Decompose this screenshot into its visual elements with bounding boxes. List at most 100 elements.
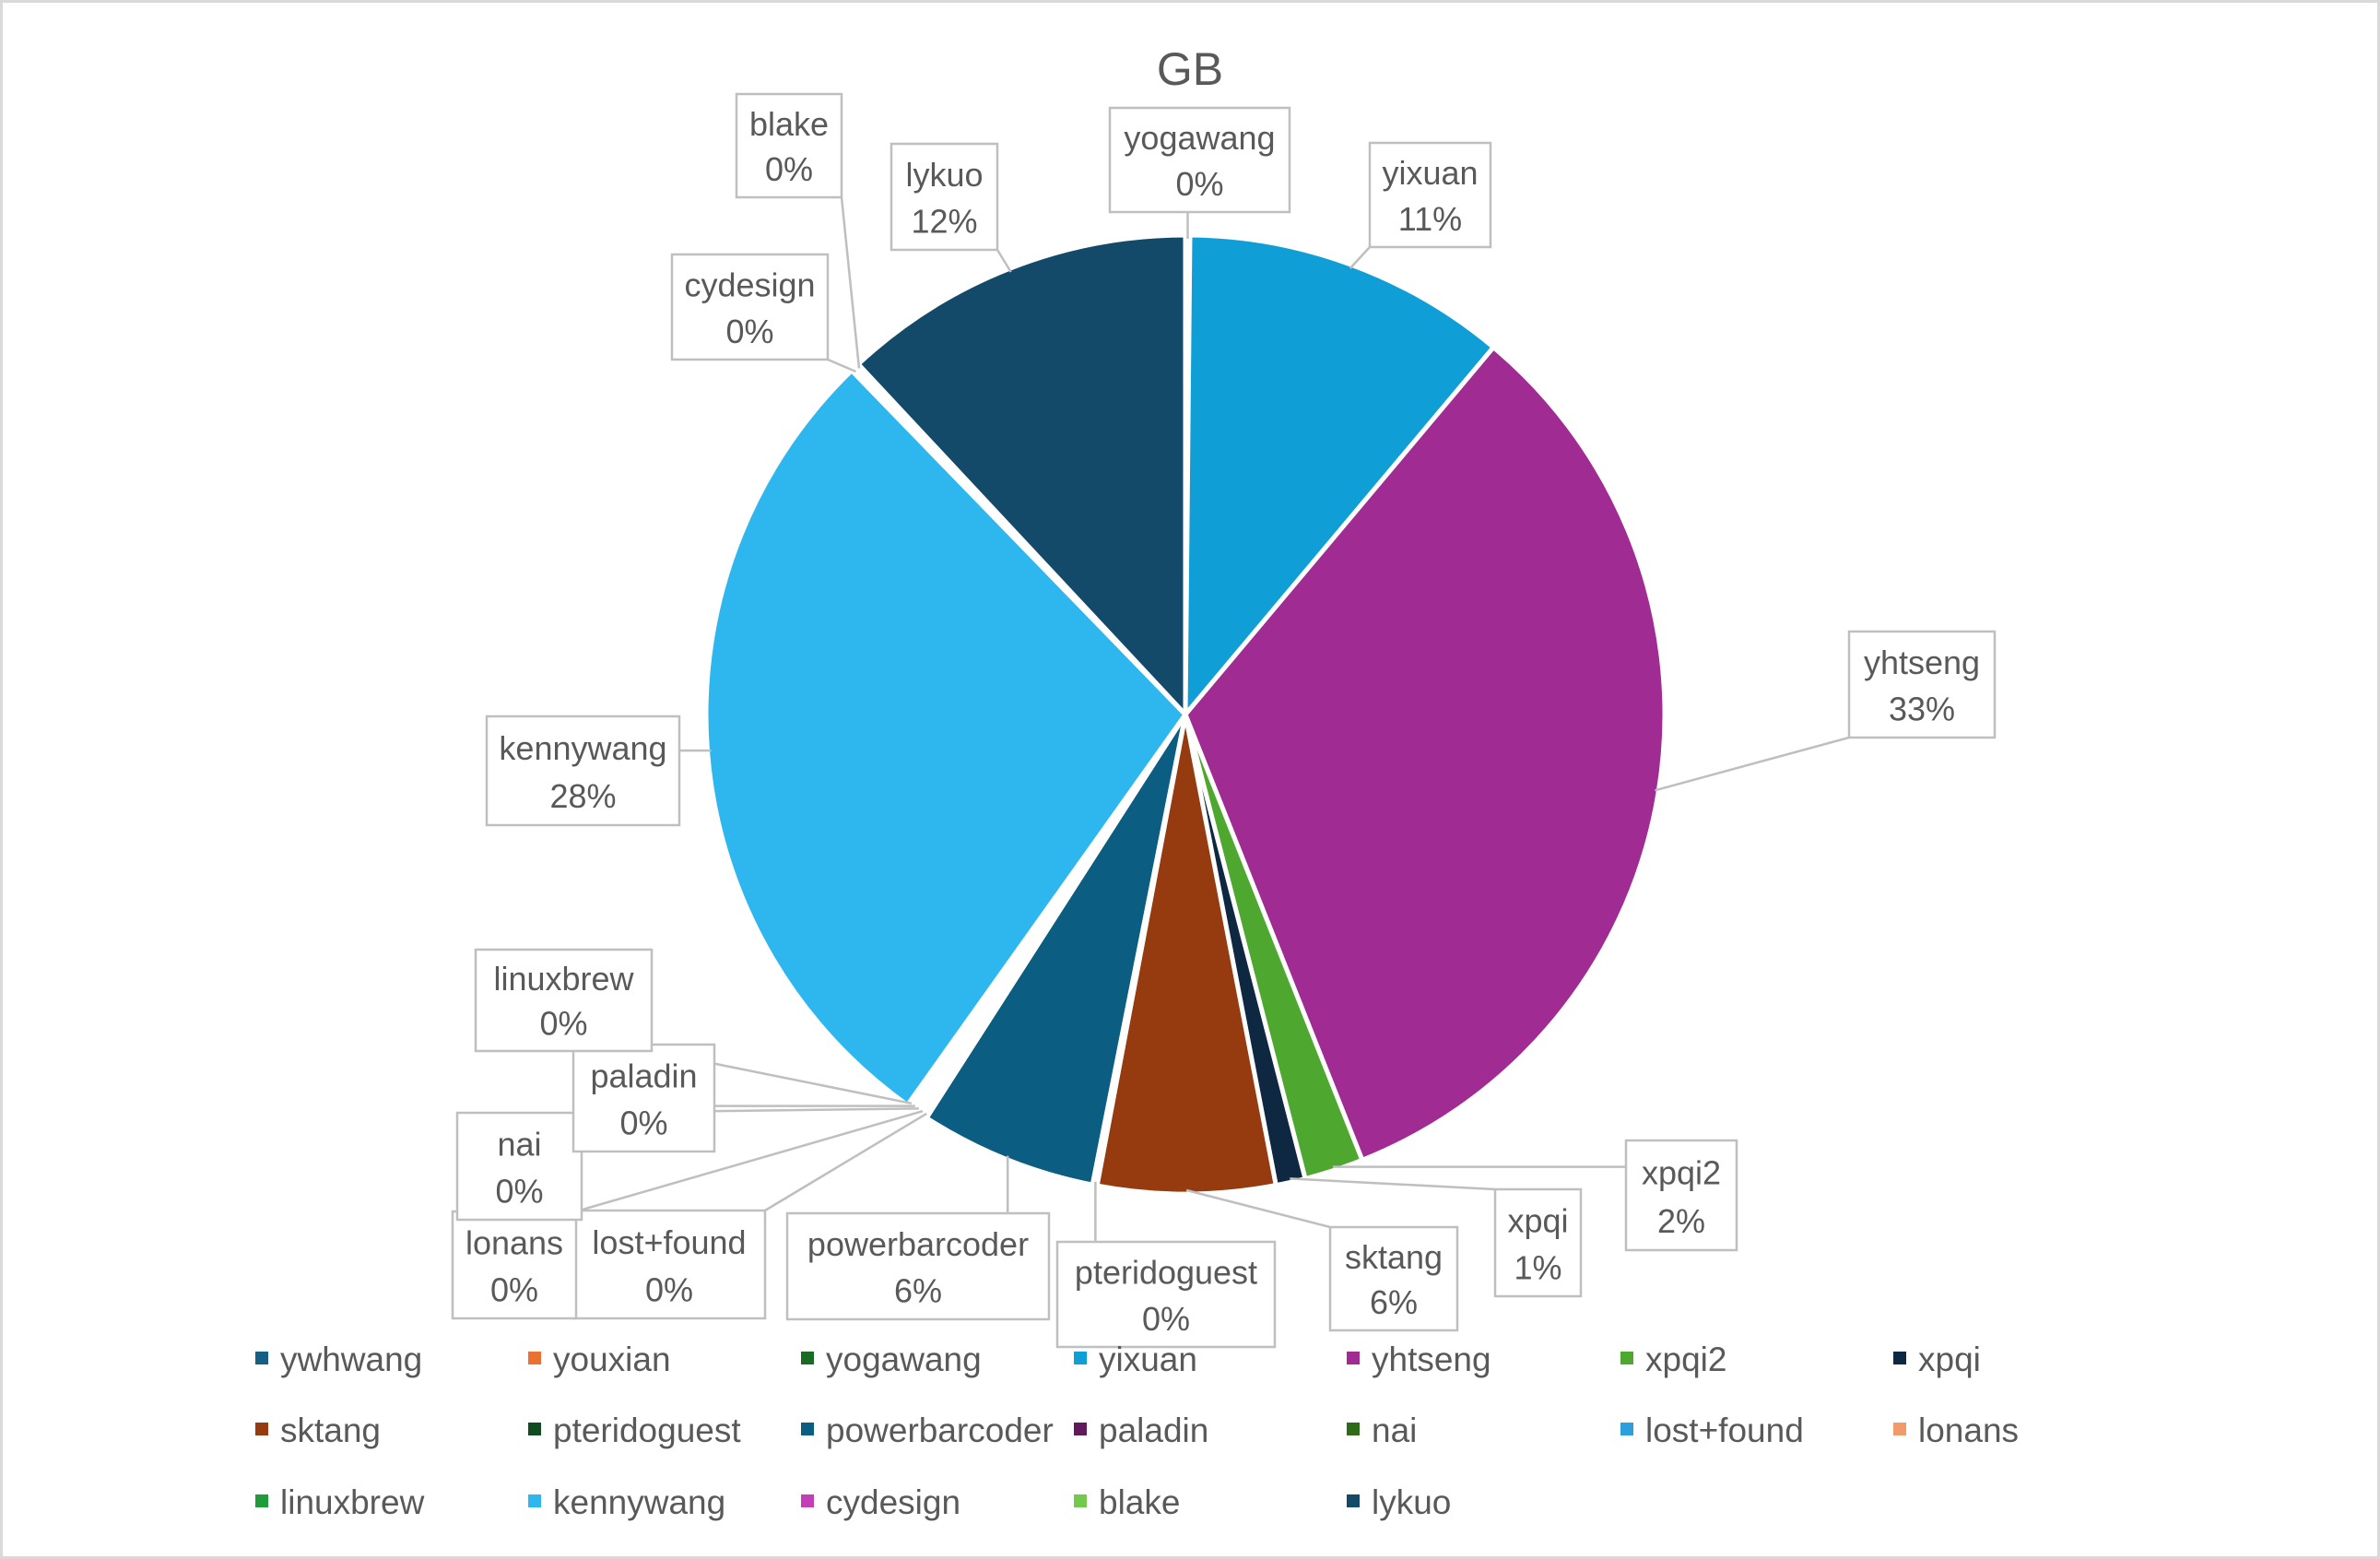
legend-item-kennywang: kennywang [528, 1483, 725, 1521]
data-label-name: lonans [465, 1223, 563, 1261]
legend-label: blake [1099, 1483, 1180, 1521]
data-label-yixuan: yixuan 11% [1368, 141, 1492, 249]
leader-line-lonans [575, 1109, 924, 1213]
pie-slice-powerbarcoder [923, 713, 1188, 1188]
legend-swatch [1074, 1352, 1087, 1364]
legend-label: pteridoguest [553, 1411, 741, 1449]
data-label-box [1493, 1187, 1583, 1298]
legend-label: lost+found [1645, 1411, 1804, 1449]
legend-item-ywhwang: ywhwang [255, 1341, 422, 1378]
legend-label: kennywang [553, 1483, 725, 1521]
legend-item-lonans: lonans [1893, 1411, 2019, 1449]
legend-label: ywhwang [280, 1341, 422, 1378]
legend-label: yogawang [826, 1341, 982, 1378]
leader-line-cydesign [827, 358, 856, 373]
data-label-name: powerbarcoder [807, 1225, 1029, 1263]
legend-item-blake: blake [1074, 1483, 1180, 1521]
legend-label: nai [1372, 1411, 1417, 1449]
data-label-box [485, 715, 681, 827]
data-label-name: lost+found [592, 1223, 746, 1261]
legend-label: lykuo [1372, 1483, 1451, 1521]
data-label-box [571, 1043, 716, 1153]
data-label-box [1108, 106, 1291, 214]
data-label-value: 0% [725, 313, 773, 350]
legend-swatch [1074, 1494, 1087, 1507]
pie-slice-yixuan [1183, 232, 1497, 721]
data-label-box [1847, 630, 1997, 739]
legend-swatch [1347, 1352, 1360, 1364]
data-label-box [670, 253, 830, 361]
data-label-xpqi2: xpqi2 2% [1624, 1139, 1738, 1252]
legend-item-yhtseng: yhtseng [1347, 1341, 1491, 1378]
data-label-lost+found: lost+found 0% [571, 1209, 767, 1320]
data-label-value: 0% [495, 1172, 543, 1210]
data-label-cydesign: cydesign 0% [670, 253, 830, 361]
legend-swatch [1620, 1352, 1633, 1364]
data-label-name: linuxbrew [493, 960, 634, 998]
legend-item-paladin: paladin [1074, 1411, 1208, 1449]
legend-label: xpqi2 [1645, 1341, 1726, 1378]
data-label-name: xpqi [1507, 1201, 1568, 1239]
data-label-pteridoguest: pteridoguest 0% [1055, 1240, 1277, 1349]
data-label-powerbarcoder: powerbarcoder 6% [785, 1211, 1051, 1321]
data-label-box [1328, 1225, 1459, 1332]
legend-label: youxian [553, 1341, 671, 1378]
leader-line-sktang [1185, 1188, 1331, 1229]
data-label-blake: blake 0% [735, 92, 843, 199]
data-label-value: 0% [645, 1270, 693, 1308]
data-label-name: nai [497, 1125, 541, 1163]
data-label-name: yogawang [1124, 119, 1275, 157]
legend-label: yhtseng [1372, 1341, 1491, 1378]
data-label-box [1055, 1240, 1277, 1349]
data-label-value: 6% [1370, 1283, 1418, 1321]
data-label-name: pteridoguest [1075, 1254, 1257, 1292]
data-label-box [1624, 1139, 1738, 1252]
leader-line-yhtseng [1655, 736, 1850, 792]
data-label-box [451, 1210, 578, 1320]
data-label-paladin: paladin 0% [571, 1043, 716, 1153]
data-label-value: 0% [1175, 165, 1223, 203]
legend-swatch [255, 1494, 268, 1507]
leader-line-yixuan [1349, 246, 1371, 269]
data-label-value: 0% [619, 1104, 667, 1141]
data-label-name: yhtseng [1864, 644, 1980, 681]
pie-slice-yhtseng [1183, 344, 1667, 1163]
legend-swatch [801, 1352, 814, 1364]
legend-label: yixuan [1099, 1341, 1197, 1378]
data-label-name: kennywang [499, 729, 666, 767]
legend-swatch [528, 1423, 541, 1435]
data-label-sktang: sktang 6% [1328, 1225, 1459, 1332]
data-label-box [1368, 141, 1492, 249]
data-label-value: 33% [1889, 691, 1955, 728]
leader-line-lykuo [996, 249, 1012, 273]
data-label-name: xpqi2 [1642, 1154, 1721, 1192]
legend-item-youxian: youxian [528, 1341, 671, 1378]
legend-item-xpqi2: xpqi2 [1620, 1341, 1726, 1378]
data-label-xpqi: xpqi 1% [1493, 1187, 1583, 1298]
legend-swatch [255, 1352, 268, 1364]
data-label-value: 11% [1398, 200, 1462, 238]
data-label-value: 6% [894, 1272, 942, 1310]
legend-item-pteridoguest: pteridoguest [528, 1411, 741, 1449]
legend-item-linuxbrew: linuxbrew [255, 1483, 425, 1521]
chart-title: GB [1157, 43, 1223, 95]
legend: ywhwang youxian yogawang yixuan yhtseng xpqi2… [255, 1341, 2019, 1521]
data-label-value: 2% [1657, 1202, 1705, 1240]
pie-slices [703, 232, 1667, 1197]
pie-slice-sktang [1094, 714, 1279, 1197]
data-label-box [890, 142, 999, 252]
legend-label: lonans [1918, 1411, 2019, 1449]
data-label-value: 0% [539, 1004, 587, 1042]
data-label-name: yixuan [1382, 154, 1478, 192]
data-label-name: lykuo [905, 156, 983, 194]
legend-label: cydesign [826, 1483, 960, 1521]
data-label-name: cydesign [684, 266, 815, 304]
legend-swatch [1074, 1423, 1087, 1435]
data-label-name: sktang [1345, 1238, 1443, 1276]
legend-item-lykuo: lykuo [1347, 1483, 1451, 1521]
legend-swatch [255, 1423, 268, 1435]
data-label-kennywang: kennywang 28% [485, 715, 681, 827]
